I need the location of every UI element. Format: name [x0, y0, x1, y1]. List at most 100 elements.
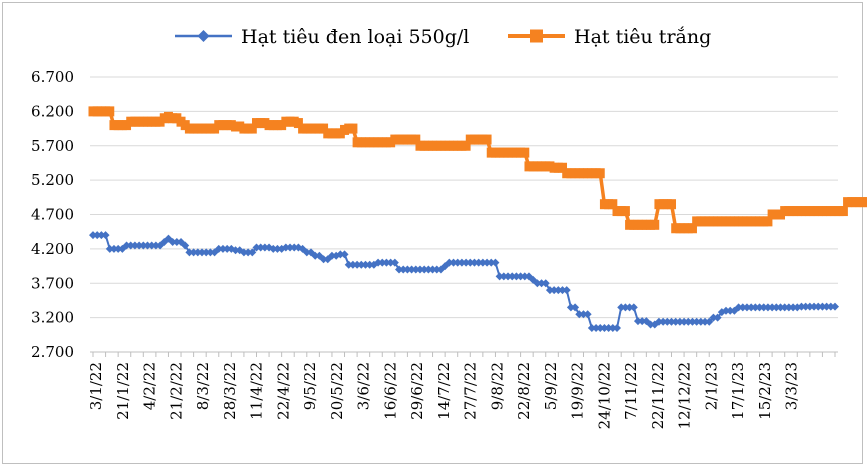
- data-point-black-pepper: [797, 302, 806, 311]
- data-point-black-pepper: [478, 258, 487, 267]
- data-point-white-pepper: [558, 162, 568, 173]
- data-point-black-pepper: [462, 258, 471, 267]
- data-point-black-pepper: [768, 303, 777, 312]
- data-point-black-pepper: [696, 317, 705, 326]
- data-point-black-pepper: [709, 313, 718, 322]
- data-point-black-pepper: [780, 303, 789, 312]
- data-point-black-pepper: [822, 302, 831, 311]
- data-point-white-pepper: [293, 118, 303, 129]
- data-point-black-pepper: [470, 258, 479, 267]
- data-point-black-pepper: [516, 272, 525, 281]
- data-point-black-pepper: [747, 303, 756, 312]
- data-point-black-pepper: [357, 260, 366, 269]
- data-point-black-pepper: [537, 279, 546, 288]
- data-point-white-pepper: [859, 197, 867, 208]
- data-point-black-pepper: [97, 231, 106, 240]
- data-point-black-pepper: [734, 303, 743, 312]
- data-point-black-pepper: [701, 317, 710, 326]
- legend-marker-white-pepper: [530, 29, 543, 43]
- data-point-white-pepper: [620, 206, 630, 217]
- data-point-black-pepper: [579, 310, 588, 319]
- data-point-black-pepper: [130, 241, 139, 250]
- data-point-black-pepper: [814, 302, 823, 311]
- data-point-black-pepper: [105, 244, 114, 253]
- data-point-black-pepper: [214, 244, 223, 253]
- data-point-black-pepper: [692, 317, 701, 326]
- data-point-black-pepper: [738, 303, 747, 312]
- x-tick-label: 22/8/22: [515, 362, 533, 420]
- data-point-black-pepper: [252, 243, 261, 252]
- data-point-white-pepper: [482, 134, 492, 145]
- data-point-black-pepper: [596, 323, 605, 332]
- data-point-black-pepper: [365, 260, 374, 269]
- data-point-black-pepper: [562, 286, 571, 295]
- data-point-black-pepper: [675, 317, 684, 326]
- x-tick-label: 9/5/22: [301, 362, 319, 410]
- data-point-black-pepper: [223, 244, 232, 253]
- data-point-black-pepper: [126, 241, 135, 250]
- data-point-black-pepper: [139, 241, 148, 250]
- data-point-black-pepper: [93, 231, 102, 240]
- data-point-black-pepper: [286, 243, 295, 252]
- data-point-black-pepper: [495, 272, 504, 281]
- data-point-black-pepper: [290, 243, 299, 252]
- y-tick-label: 6.200: [31, 102, 74, 120]
- data-point-black-pepper: [109, 244, 118, 253]
- data-point-black-pepper: [147, 241, 156, 250]
- x-tick-label: 9/8/22: [488, 362, 506, 410]
- data-point-black-pepper: [302, 248, 311, 257]
- data-point-black-pepper: [457, 258, 466, 267]
- data-point-black-pepper: [273, 244, 282, 253]
- data-point-black-pepper: [474, 258, 483, 267]
- x-tick-label: 22/11/22: [649, 362, 667, 429]
- data-point-black-pepper: [181, 241, 190, 250]
- x-tick-label: 17/1/23: [729, 362, 747, 420]
- data-point-black-pepper: [755, 303, 764, 312]
- data-point-black-pepper: [533, 279, 542, 288]
- data-point-black-pepper: [554, 286, 563, 295]
- data-point-white-pepper: [520, 147, 530, 158]
- data-point-black-pepper: [185, 248, 194, 257]
- data-point-black-pepper: [239, 248, 248, 257]
- x-tick-label: 11/4/22: [248, 362, 266, 420]
- data-point-black-pepper: [218, 244, 227, 253]
- data-point-black-pepper: [260, 243, 269, 252]
- data-point-black-pepper: [487, 258, 496, 267]
- data-point-black-pepper: [269, 244, 278, 253]
- data-point-black-pepper: [466, 258, 475, 267]
- data-point-black-pepper: [499, 272, 508, 281]
- data-point-black-pepper: [654, 317, 663, 326]
- x-axis: 3/1/22 21/1/22 4/2/22 21/2/22 8/3/22 28/3/22 1…: [87, 351, 838, 429]
- x-tick-label: 19/9/22: [569, 362, 587, 420]
- data-point-black-pepper: [449, 258, 458, 267]
- data-point-black-pepper: [713, 313, 722, 322]
- data-point-black-pepper: [311, 251, 320, 260]
- data-point-black-pepper: [395, 265, 404, 274]
- data-point-black-pepper: [172, 238, 181, 246]
- data-point-black-pepper: [483, 258, 492, 267]
- x-tick-label: 16/6/22: [381, 362, 399, 420]
- data-point-black-pepper: [763, 303, 772, 312]
- data-point-black-pepper: [608, 323, 617, 332]
- data-point-black-pepper: [680, 317, 689, 326]
- data-point-black-pepper: [336, 250, 345, 259]
- data-point-white-pepper: [411, 134, 421, 145]
- y-tick-label: 3.700: [31, 274, 74, 292]
- x-tick-label: 2/1/23: [702, 362, 720, 410]
- x-tick-label: 8/3/22: [194, 362, 212, 410]
- data-point-black-pepper: [491, 258, 500, 267]
- y-tick-label: 3.200: [31, 309, 74, 327]
- data-point-black-pepper: [818, 302, 827, 311]
- data-point-black-pepper: [826, 302, 835, 311]
- data-point-black-pepper: [742, 303, 751, 312]
- data-point-black-pepper: [399, 265, 408, 274]
- data-point-black-pepper: [587, 323, 596, 332]
- data-point-black-pepper: [508, 272, 517, 281]
- data-point-black-pepper: [386, 258, 395, 267]
- y-tick-label: 6.700: [31, 68, 74, 86]
- data-point-black-pepper: [789, 303, 798, 312]
- data-point-white-pepper: [105, 106, 115, 117]
- data-point-white-pepper: [650, 219, 660, 230]
